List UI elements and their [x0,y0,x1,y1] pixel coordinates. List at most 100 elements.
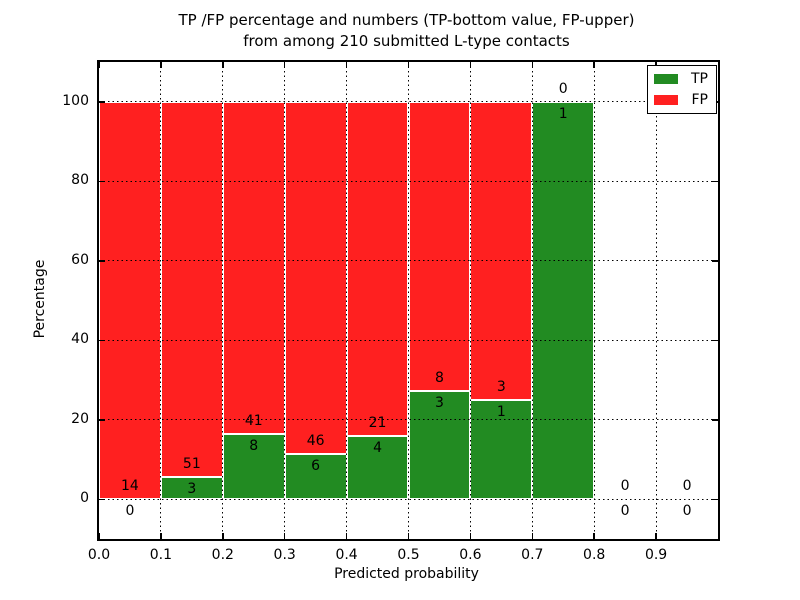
grid-line-vertical [222,62,224,539]
x-tick-label: 0.9 [644,547,668,563]
x-tick-label: 0.7 [521,547,544,563]
grid-line-horizontal [99,101,718,103]
legend-swatch-fp [654,95,678,105]
bar-segment-fp [470,101,533,400]
x-tick-label: 0.6 [459,547,482,563]
legend: TP FP [647,65,717,114]
y-tick-mark-left [99,101,105,103]
bar-segment-tp [284,453,347,500]
bar-count-label-tp: 0 [620,503,630,520]
legend-label-fp: FP [691,92,709,108]
bar-segment-fp [284,101,347,454]
bar-count-label-fp: 51 [182,455,201,472]
chart-title-line1: TP /FP percentage and numbers (TP-bottom… [178,11,635,29]
plot-area: Percentage TP FP 0.0 0.1 0.2 0.3 0.4 0.5 0.6 0.7… [32,60,720,563]
x-tick-mark-bottom [345,533,348,539]
bar-count-label-tp: 3 [187,480,197,497]
bar-segment-tp [222,434,285,500]
y-tick-label: 80 [71,172,89,189]
chart-title: TP /FP percentage and numbers (TP-bottom… [97,10,716,52]
bar-count-label-tp: 1 [496,403,506,420]
bar-segment-tp [346,435,409,500]
bar-count-label-tp: 0 [682,503,692,520]
chart-title-line2: from among 210 submitted L-type contacts [243,32,570,50]
y-tick-mark-left [99,419,105,421]
bar-segment-fp [408,101,471,391]
x-tick-mark-top [222,62,224,68]
bar-count-label-fp: 14 [121,478,139,495]
x-tick-mark-top [531,62,534,68]
grid-line-vertical [408,62,409,539]
bar-segment-fp [222,101,285,435]
x-tick-mark-top [469,62,472,68]
x-tick-mark-bottom [469,533,472,539]
grid-line-vertical [531,62,533,539]
bar-count-label-fp: 0 [620,478,630,495]
bar-segment-fp [160,101,223,477]
y-tick-mark-right [712,498,718,500]
bar-count-label-tp: 0 [125,503,135,520]
x-tick-label: 0.5 [397,547,420,563]
bar-count-label-tp: 3 [434,394,444,411]
y-tick-mark-right [712,260,718,262]
x-tick-mark-bottom [531,533,534,539]
x-tick-mark-top [160,62,162,68]
grid-line-horizontal [99,339,718,341]
y-tick-mark-right [712,180,718,182]
x-tick-mark-bottom [160,533,162,539]
x-tick-mark-top [345,62,348,68]
y-tick-label: 20 [71,410,89,427]
grid-line-vertical [160,62,162,539]
legend-item: FP [654,93,708,107]
grid-line-vertical [593,62,595,539]
x-tick-mark-bottom [655,533,657,539]
x-axis-label: Predicted probability [334,566,479,582]
bar-count-label-fp: 46 [306,432,325,449]
x-tick-mark-top [407,62,410,68]
bar-segment-fp [346,101,409,436]
y-tick-mark-right [712,339,718,341]
y-tick-label: 40 [71,331,89,348]
x-tick-mark-top [283,62,286,68]
x-tick-label: 0.8 [583,547,606,563]
bar-count-label-fp: 21 [368,414,387,431]
x-tick-label: 0.4 [335,547,358,563]
y-tick-label: 100 [62,92,89,109]
x-tick-mark-bottom [593,533,595,539]
y-tick-mark-left [99,498,105,500]
x-tick-label: 0.0 [87,547,111,563]
grid-line-vertical [469,62,471,539]
grid-line-horizontal [99,260,718,262]
bar-count-label-tp: 8 [249,438,259,455]
grid-line-horizontal [99,180,718,182]
x-tick-mark-bottom [98,533,100,539]
x-tick-label: 0.3 [273,547,296,563]
bar-count-label-fp: 0 [682,478,692,495]
grid-line-vertical [284,62,286,539]
bar-count-label-fp: 8 [434,369,444,386]
legend-swatch-tp [654,74,678,84]
bar-count-label-tp: 1 [558,105,568,122]
legend-label-tp: TP [691,71,708,87]
bar-count-label-tp: 4 [373,439,382,456]
bar-count-label-tp: 6 [311,457,321,474]
bar-segment-fp [99,101,161,500]
y-tick-mark-left [99,180,105,182]
x-tick-label: 0.2 [211,547,234,563]
grid-line-vertical [346,62,348,539]
bar-count-label-fp: 0 [558,80,568,97]
x-tick-mark-bottom [407,533,410,539]
y-tick-mark-left [99,260,105,262]
x-tick-mark-top [593,62,595,68]
x-tick-label: 0.1 [149,547,173,563]
grid-line-horizontal [99,498,718,500]
y-tick-label: 60 [71,251,89,268]
y-tick-mark-left [99,339,105,341]
grid-line-horizontal [99,419,718,421]
x-tick-mark-bottom [283,533,286,539]
y-tick-label: 0 [80,490,89,507]
x-tick-mark-top [98,62,100,68]
grid-line-vertical [655,62,657,539]
bar-segment-tp [532,101,595,500]
